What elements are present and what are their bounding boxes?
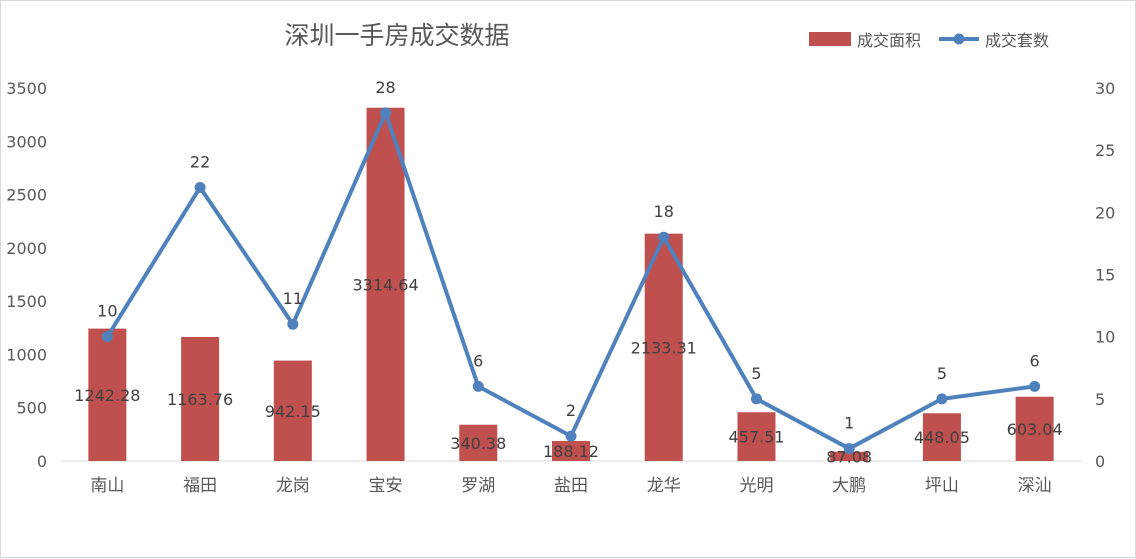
line-value-label: 1 [844, 414, 854, 433]
line-value-label: 22 [190, 152, 210, 171]
y-right-tick-label: 5 [1095, 390, 1105, 409]
x-category-label: 盐田 [554, 476, 588, 496]
x-category-label: 宝安 [369, 476, 403, 496]
y-right-tick-label: 20 [1095, 203, 1115, 222]
line-value-label: 28 [375, 78, 395, 97]
line-value-label: 6 [1030, 351, 1040, 370]
x-category-label: 光明 [739, 476, 773, 496]
legend-swatch-count-marker [953, 33, 965, 45]
line-value-label: 11 [283, 289, 303, 308]
x-category-label: 福田 [183, 476, 217, 496]
line-value-label: 5 [937, 364, 947, 383]
line-point [658, 231, 670, 243]
legend-label-area: 成交面积 [857, 31, 921, 50]
legend-label-count: 成交套数 [985, 31, 1049, 50]
bar-value-label: 1242.28 [74, 386, 140, 405]
bar-value-label: 1163.76 [167, 390, 233, 409]
x-category-label: 罗湖 [461, 476, 495, 496]
bar-area [88, 328, 127, 461]
line-series-count [105, 110, 1035, 451]
y-right-tick-label: 0 [1095, 452, 1105, 471]
x-category-label: 大鹏 [832, 476, 866, 496]
y-left-tick-label: 2500 [6, 186, 47, 205]
bar-area [552, 440, 590, 461]
y-right-tick-label: 25 [1095, 141, 1115, 160]
legend-swatch-area [809, 32, 851, 46]
line-point [565, 430, 577, 442]
line-value-label: 18 [654, 202, 674, 221]
y-left-tick-label: 1500 [6, 292, 47, 311]
line-point [101, 331, 113, 343]
bar-value-label: 2133.31 [631, 338, 697, 357]
line-value-label: 6 [473, 351, 483, 370]
y-left-tick-label: 1000 [6, 345, 47, 364]
y-left-tick-label: 0 [37, 452, 47, 471]
chart-title: 深圳一手房成交数据 [284, 21, 509, 50]
x-category-label: 坪山 [925, 476, 959, 496]
bar-area [644, 233, 683, 461]
x-category-label: 龙岗 [276, 476, 310, 496]
bar-value-label: 3314.64 [352, 275, 418, 294]
bar-value-label: 942.15 [265, 402, 321, 421]
y-right-tick-label: 30 [1095, 79, 1115, 98]
line-point [1029, 380, 1041, 392]
bar-value-label: 457.51 [728, 428, 784, 447]
line-point [287, 318, 299, 330]
x-category-label: 南山 [90, 476, 124, 496]
line-point [194, 181, 206, 193]
y-left-tick-label: 2000 [6, 239, 47, 258]
bar-area [273, 360, 312, 461]
y-right-tick-label: 10 [1095, 328, 1115, 347]
line-point [472, 380, 484, 392]
line-point [843, 443, 855, 455]
bar-area [737, 412, 776, 461]
bar-value-label: 603.04 [1007, 420, 1063, 439]
y-left-tick-label: 3500 [6, 79, 47, 98]
legend: 成交面积 成交套数 [809, 31, 1049, 50]
bar-area [181, 336, 220, 461]
bar-area [1015, 396, 1054, 461]
line-point [750, 393, 762, 405]
bar-area [830, 451, 869, 461]
line-value-label: 5 [751, 364, 761, 383]
plot-area: 0500100015002000250030003500051015202530… [6, 78, 1115, 496]
bar-area [366, 107, 405, 461]
x-category-label: 深汕 [1018, 476, 1052, 496]
y-left-tick-label: 500 [16, 399, 47, 418]
bar-area [922, 413, 961, 461]
line-value-label: 10 [97, 302, 117, 321]
y-left-tick-label: 3000 [6, 132, 47, 151]
bar-value-label: 87.08 [826, 447, 872, 466]
x-category-label: 龙华 [647, 476, 681, 496]
y-right-tick-label: 15 [1095, 266, 1115, 285]
bar-value-label: 340.38 [450, 434, 506, 453]
line-point [380, 107, 392, 119]
line-value-label: 2 [566, 401, 576, 420]
bar-area [459, 424, 498, 461]
bar-value-label: 448.05 [914, 428, 970, 447]
bar-value-label: 188.12 [543, 442, 599, 461]
line-point [936, 393, 948, 405]
